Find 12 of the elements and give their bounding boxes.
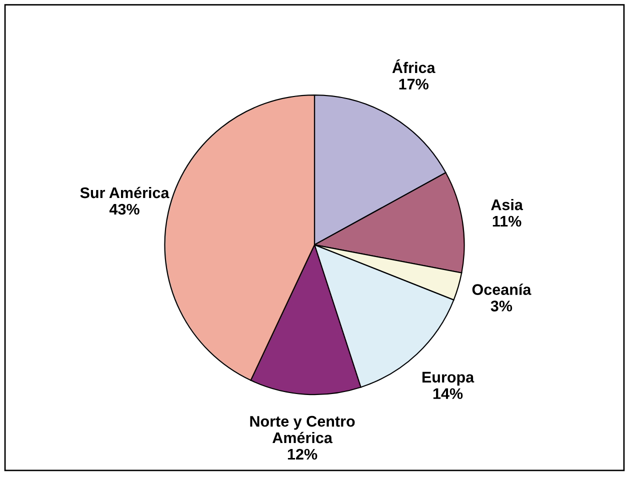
slice-label: Sur América (80, 186, 170, 198)
slice-label: Norte y Centro América (250, 416, 355, 444)
data-label: 12% (288, 448, 318, 460)
data-label: 43% (109, 204, 140, 215)
data-label: 3% (490, 300, 512, 312)
slice-label: Oceanía (472, 284, 532, 295)
slice-label: África (392, 59, 436, 74)
slice-label: Europa (422, 372, 474, 386)
data-label: 14% (433, 388, 463, 400)
slice-label: Asia (491, 198, 524, 210)
data-label: 11% (492, 216, 522, 227)
data-label: 17% (399, 78, 428, 90)
